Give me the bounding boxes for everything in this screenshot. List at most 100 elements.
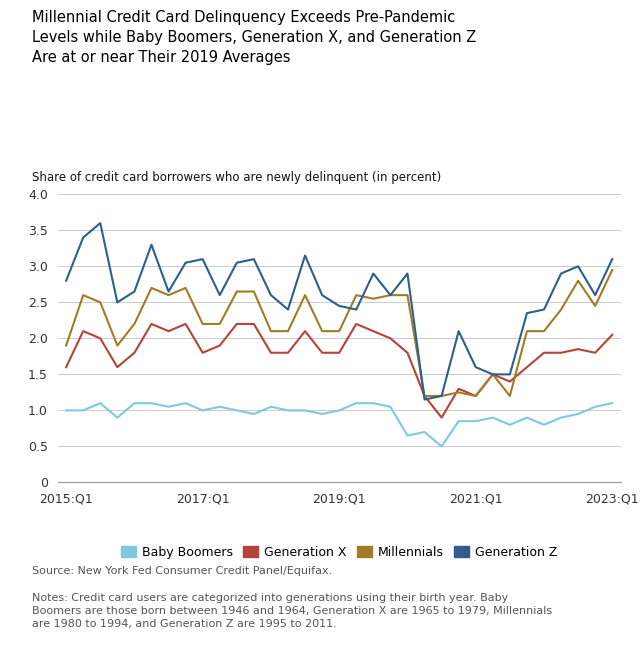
Generation Z xyxy=(369,269,377,277)
Baby Boomers xyxy=(404,431,412,440)
Generation X xyxy=(131,348,138,356)
Baby Boomers xyxy=(369,399,377,407)
Baby Boomers xyxy=(489,413,497,421)
Baby Boomers xyxy=(438,442,445,450)
Generation X xyxy=(113,363,121,371)
Baby Boomers xyxy=(387,403,394,411)
Generation X xyxy=(506,378,514,386)
Baby Boomers xyxy=(79,406,87,414)
Millennials xyxy=(609,266,616,274)
Generation Z xyxy=(164,287,172,295)
Millennials xyxy=(489,371,497,379)
Millennials xyxy=(335,327,343,335)
Baby Boomers xyxy=(557,413,565,421)
Baby Boomers xyxy=(335,406,343,414)
Baby Boomers xyxy=(199,406,207,414)
Millennials xyxy=(591,302,599,310)
Millennials xyxy=(455,389,463,397)
Generation X xyxy=(557,348,565,356)
Generation X xyxy=(97,334,104,342)
Millennials xyxy=(164,291,172,299)
Baby Boomers xyxy=(506,421,514,429)
Millennials xyxy=(420,392,428,400)
Baby Boomers xyxy=(267,403,275,411)
Generation X xyxy=(199,348,207,356)
Generation X xyxy=(369,327,377,335)
Generation Z xyxy=(438,392,445,400)
Text: Source: New York Fed Consumer Credit Panel/Equifax.: Source: New York Fed Consumer Credit Pan… xyxy=(32,566,332,576)
Generation Z xyxy=(506,371,514,379)
Baby Boomers xyxy=(182,399,189,407)
Baby Boomers xyxy=(131,399,138,407)
Millennials xyxy=(267,327,275,335)
Text: Levels while Baby Boomers, Generation X, and Generation Z: Levels while Baby Boomers, Generation X,… xyxy=(32,30,476,45)
Generation X xyxy=(353,320,360,328)
Baby Boomers xyxy=(113,413,121,421)
Generation Z xyxy=(420,395,428,403)
Generation X xyxy=(472,392,479,400)
Generation X xyxy=(148,320,156,328)
Generation X xyxy=(182,320,189,328)
Generation X xyxy=(404,348,412,356)
Millennials xyxy=(472,392,479,400)
Millennials xyxy=(404,291,412,299)
Generation Z xyxy=(557,269,565,277)
Generation X xyxy=(233,320,241,328)
Millennials xyxy=(148,284,156,292)
Millennials xyxy=(250,287,258,295)
Generation X xyxy=(523,363,531,371)
Generation Z xyxy=(216,291,223,299)
Baby Boomers xyxy=(97,399,104,407)
Line: Baby Boomers: Baby Boomers xyxy=(66,403,612,446)
Millennials xyxy=(113,342,121,350)
Generation X xyxy=(318,348,326,356)
Generation X xyxy=(574,345,582,353)
Generation X xyxy=(609,331,616,339)
Generation X xyxy=(540,348,548,356)
Millennials xyxy=(233,287,241,295)
Generation X xyxy=(267,348,275,356)
Generation Z xyxy=(489,371,497,379)
Generation Z xyxy=(233,259,241,267)
Baby Boomers xyxy=(609,399,616,407)
Generation X xyxy=(250,320,258,328)
Millennials xyxy=(97,298,104,306)
Text: Share of credit card borrowers who are newly delinquent (in percent): Share of credit card borrowers who are n… xyxy=(32,171,441,184)
Generation X xyxy=(438,413,445,421)
Millennials xyxy=(369,295,377,303)
Generation Z xyxy=(318,291,326,299)
Generation X xyxy=(335,348,343,356)
Baby Boomers xyxy=(472,417,479,425)
Generation Z xyxy=(472,363,479,371)
Generation Z xyxy=(523,309,531,317)
Generation X xyxy=(455,385,463,393)
Generation Z xyxy=(574,262,582,270)
Line: Generation Z: Generation Z xyxy=(66,223,612,399)
Baby Boomers xyxy=(62,406,70,414)
Baby Boomers xyxy=(148,399,156,407)
Generation Z xyxy=(387,291,394,299)
Millennials xyxy=(557,306,565,314)
Generation Z xyxy=(250,255,258,263)
Generation X xyxy=(420,392,428,400)
Millennials xyxy=(182,284,189,292)
Generation X xyxy=(62,363,70,371)
Generation Z xyxy=(591,291,599,299)
Generation Z xyxy=(540,306,548,314)
Baby Boomers xyxy=(420,428,428,436)
Generation Z xyxy=(404,269,412,277)
Generation Z xyxy=(148,241,156,249)
Baby Boomers xyxy=(233,406,241,414)
Generation Z xyxy=(113,298,121,306)
Generation Z xyxy=(267,291,275,299)
Millennials xyxy=(216,320,223,328)
Generation Z xyxy=(79,233,87,241)
Generation Z xyxy=(301,251,309,259)
Line: Millennials: Millennials xyxy=(66,270,612,396)
Millennials xyxy=(284,327,292,335)
Generation Z xyxy=(353,306,360,314)
Millennials xyxy=(506,392,514,400)
Baby Boomers xyxy=(250,410,258,418)
Millennials xyxy=(523,327,531,335)
Baby Boomers xyxy=(284,406,292,414)
